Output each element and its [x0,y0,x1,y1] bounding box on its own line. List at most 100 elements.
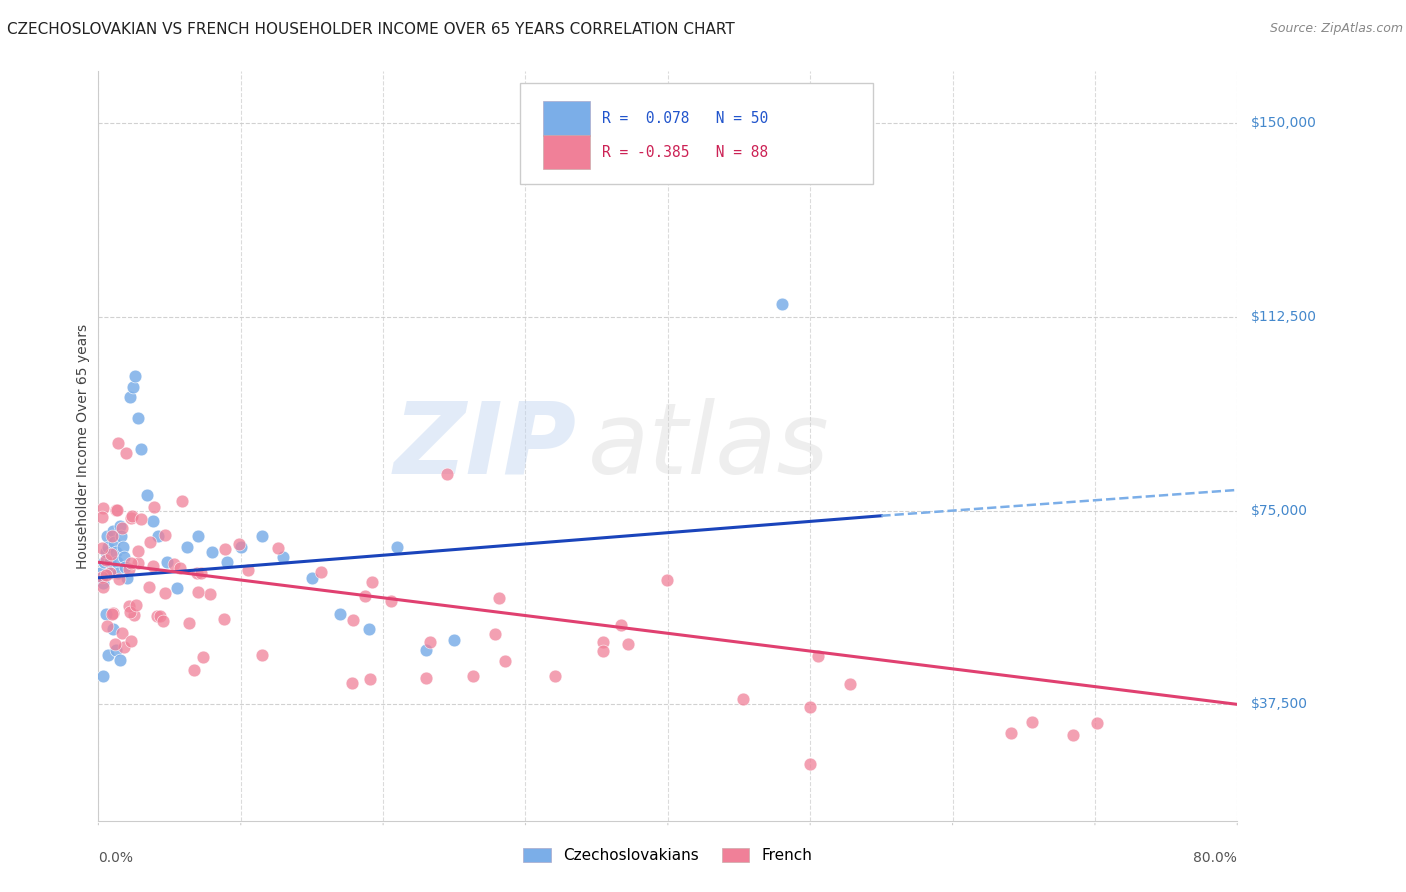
Point [1062,728,1084,742]
Point [273,550,295,565]
Point [1085,715,1108,730]
Point [101,529,124,543]
Point [118,390,141,404]
Point [201,545,224,559]
Point [799,756,821,771]
Point [91,580,114,594]
Text: CZECHOSLOVAKIAN VS FRENCH HOUSEHOLDER INCOME OVER 65 YEARS CORRELATION CHART: CZECHOSLOVAKIAN VS FRENCH HOUSEHOLDER IN… [7,22,735,37]
Point [592,635,614,649]
Point [93,500,115,515]
Point [142,500,165,514]
Point [97,540,120,554]
Point [100,547,122,561]
Point [94,567,117,582]
Point [111,540,134,554]
Point [200,587,222,601]
Text: $112,500: $112,500 [1251,310,1317,324]
Point [101,524,124,539]
Point [380,594,402,608]
Point [127,543,149,558]
Point [179,616,201,631]
Point [229,540,252,554]
Point [91,576,114,591]
Text: 80.0%: 80.0% [1194,851,1237,865]
Point [1021,714,1043,729]
Point [135,488,157,502]
Point [120,511,142,525]
Text: $37,500: $37,500 [1251,698,1308,712]
Point [176,540,198,554]
Point [436,467,458,482]
Point [187,585,209,599]
Point [125,598,148,612]
Point [166,581,188,595]
Point [96,529,118,543]
Point [169,561,191,575]
Point [250,529,273,543]
Point [183,663,205,677]
FancyBboxPatch shape [543,135,591,169]
Point [162,558,184,572]
Point [488,591,510,605]
Point [131,512,153,526]
Point [124,607,146,622]
Point [121,379,143,393]
Point [100,566,122,580]
Point [91,669,114,683]
Point [484,627,506,641]
FancyBboxPatch shape [520,83,873,184]
Point [187,529,209,543]
Point [141,514,163,528]
Point [340,676,363,690]
Text: ZIP: ZIP [394,398,576,494]
Text: 0.0%: 0.0% [98,851,134,865]
Point [94,607,117,621]
Point [170,494,193,508]
Point [212,612,235,626]
Point [93,555,115,569]
Point [153,586,176,600]
Point [139,534,162,549]
Point [115,446,138,460]
Point [111,521,134,535]
Point [118,599,141,613]
Point [359,672,381,686]
Point [731,692,754,706]
Point [107,566,129,580]
Point [267,541,290,556]
Point [107,436,129,450]
Point [94,545,117,559]
Point [236,563,259,577]
Point [1000,726,1022,740]
Point [329,607,352,621]
Point [97,648,120,663]
Point [799,699,821,714]
Point [193,649,215,664]
Point [657,573,679,587]
Point [129,442,152,456]
Point [98,555,121,569]
Point [419,635,441,649]
Point [146,608,169,623]
Point [387,540,409,554]
Point [544,669,567,683]
Point [152,614,174,628]
Text: $150,000: $150,000 [1251,116,1317,130]
Point [91,510,114,524]
Point [103,534,125,549]
Point [104,636,127,650]
Text: $75,000: $75,000 [1251,504,1308,517]
Point [104,643,127,657]
Point [190,566,212,581]
Point [839,676,862,690]
Point [105,503,128,517]
Point [101,623,124,637]
Point [110,529,132,543]
Point [104,545,127,559]
Text: R = -0.385   N = 88: R = -0.385 N = 88 [602,145,768,160]
Point [443,632,465,647]
Text: R =  0.078   N = 50: R = 0.078 N = 50 [602,111,768,126]
Text: Source: ZipAtlas.com: Source: ZipAtlas.com [1270,22,1403,36]
Point [105,503,128,517]
Point [463,669,485,683]
